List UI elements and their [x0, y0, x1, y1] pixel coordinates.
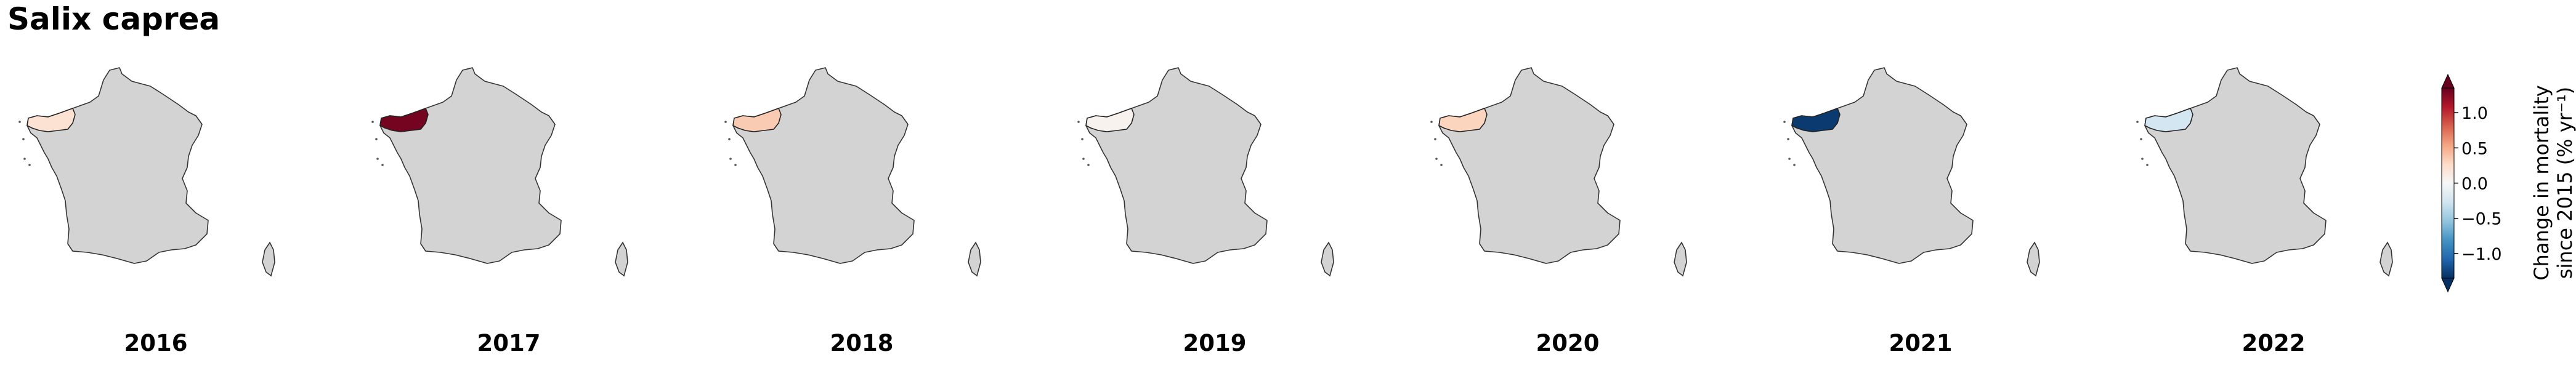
panel-year-label: 2019: [1183, 330, 1247, 356]
france-outline: [1791, 67, 1974, 264]
island-dot: [371, 121, 374, 123]
colorbar-tick-label: 0.5: [2461, 139, 2488, 158]
corsica-outline: [2380, 241, 2393, 277]
colorbar-tick-label: 1.0: [2461, 104, 2488, 123]
france-outline: [732, 67, 915, 264]
island-dot: [1077, 121, 1080, 123]
island-dot: [1783, 121, 1786, 123]
france-outline: [1085, 67, 1268, 264]
colorbar-gradient: [2441, 87, 2455, 279]
panel-year-label: 2022: [2242, 330, 2306, 356]
map-panel-2022: 2022: [2136, 67, 2393, 356]
island-dot: [1082, 158, 1085, 160]
panel-year-label: 2020: [1536, 330, 1600, 356]
island-dot: [1434, 138, 1436, 140]
island-dot: [734, 164, 737, 166]
island-dot: [376, 158, 379, 160]
france-outline: [2144, 67, 2327, 264]
island-dot: [22, 138, 25, 140]
island-dot: [1435, 158, 1438, 160]
region-bretagne-2020: [1438, 108, 1488, 132]
map-panel-2017: 2017: [371, 67, 628, 356]
island-dot: [2146, 164, 2149, 166]
region-bretagne-2021: [1791, 108, 1841, 132]
island-dot: [729, 158, 732, 160]
panel-year-label: 2018: [830, 330, 894, 356]
corsica-outline: [615, 241, 628, 277]
island-dot: [23, 158, 26, 160]
region-bretagne-2022: [2144, 108, 2193, 132]
corsica-outline: [968, 241, 981, 277]
region-bretagne-2019: [1085, 108, 1135, 132]
island-dot: [28, 164, 31, 166]
map-panel-2020: 2020: [1430, 67, 1687, 356]
island-dot: [724, 121, 727, 123]
island-dot: [1087, 164, 1090, 166]
france-outline: [379, 67, 562, 264]
panel-year-label: 2021: [1889, 330, 1953, 356]
map-panels: 2016 2017 2018 2019 2020 2021 2022: [18, 67, 2393, 356]
island-dot: [2141, 158, 2144, 160]
island-dot: [1440, 164, 1443, 166]
france-outline: [26, 67, 209, 264]
corsica-outline: [1321, 241, 1334, 277]
island-dot: [1081, 138, 1083, 140]
colorbar-label-line1: Change in mortality: [2530, 85, 2553, 280]
corsica-outline: [1674, 241, 1687, 277]
island-dot: [18, 121, 21, 123]
colorbar-tick-label: 0.0: [2461, 175, 2488, 194]
colorbar: 1.0 0.5 0.0 −0.5 −1.0 Change in mortality sinc…: [2441, 73, 2576, 293]
region-bretagne-2016: [26, 108, 76, 132]
map-panel-2018: 2018: [724, 67, 981, 356]
corsica-outline: [2027, 241, 2040, 277]
panel-year-label: 2017: [477, 330, 541, 356]
france-outline: [1438, 67, 1621, 264]
colorbar-extend-max: [2441, 73, 2455, 89]
island-dot: [381, 164, 384, 166]
island-dot: [728, 138, 731, 140]
panel-year-label: 2016: [124, 330, 188, 356]
island-dot: [2136, 121, 2139, 123]
map-panel-2016: 2016: [18, 67, 275, 356]
colorbar-tick-label: −0.5: [2461, 210, 2502, 229]
island-dot: [1788, 158, 1791, 160]
island-dot: [375, 138, 378, 140]
region-bretagne-2018: [732, 108, 782, 132]
island-dot: [1430, 121, 1433, 123]
colorbar-label: Change in mortality since 2015 (% yr⁻¹): [2530, 85, 2576, 280]
colorbar-label-line2: since 2015 (% yr⁻¹): [2553, 87, 2576, 279]
island-dot: [2140, 138, 2142, 140]
island-dot: [1787, 138, 1789, 140]
corsica-outline: [262, 241, 275, 277]
colorbar-tick-label: −1.0: [2461, 245, 2502, 264]
chart-title: Salix caprea: [7, 1, 221, 37]
region-bretagne-2017: [379, 108, 429, 132]
colorbar-extend-min: [2441, 278, 2455, 293]
island-dot: [1793, 164, 1796, 166]
map-panel-2021: 2021: [1783, 67, 2040, 356]
map-panel-2019: 2019: [1077, 67, 1334, 356]
